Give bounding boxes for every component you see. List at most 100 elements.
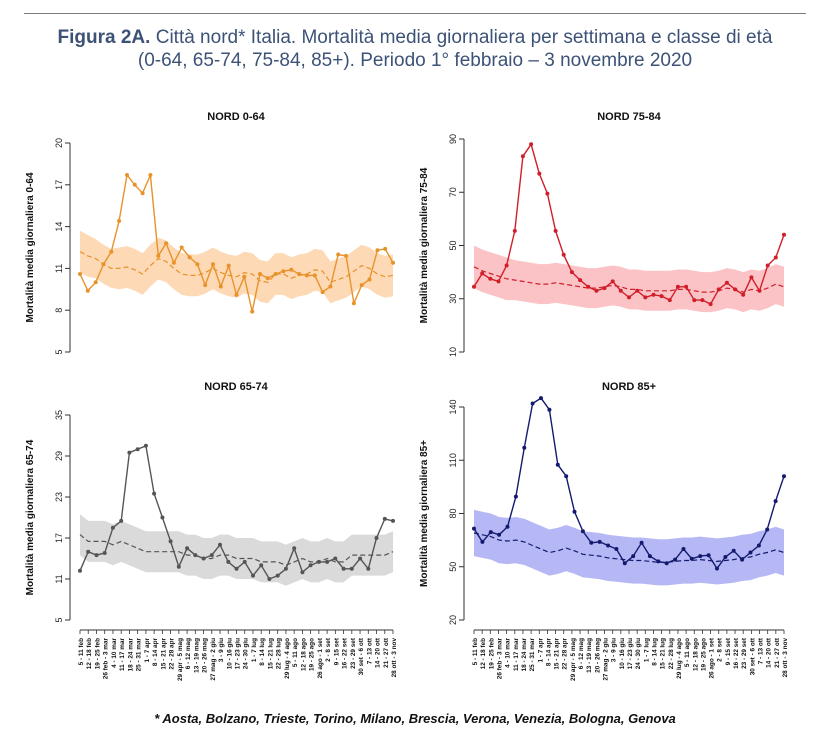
data-point: [320, 290, 325, 295]
data-point: [242, 274, 247, 279]
x-tick-label: 12 - 18 ago: [692, 638, 699, 671]
x-tick-label: 26 ago - 1 set: [709, 637, 716, 678]
data-point: [631, 554, 636, 559]
data-point: [606, 543, 611, 548]
data-point: [529, 142, 534, 147]
data-point: [586, 284, 591, 289]
data-point: [86, 549, 91, 554]
data-point: [292, 546, 297, 551]
x-tick-label: 25 - 31 mar: [529, 637, 536, 671]
chart-title: NORD 75-84: [597, 111, 661, 123]
data-point: [740, 557, 745, 562]
data-point: [93, 280, 98, 285]
data-point: [656, 559, 661, 564]
y-tick-label: 5: [54, 349, 64, 354]
x-tick-label: 29 lug - 4 ago: [284, 638, 291, 679]
data-point: [664, 561, 669, 566]
data-point: [782, 232, 786, 237]
data-point: [622, 561, 627, 566]
data-point: [250, 309, 255, 314]
data-point: [234, 292, 239, 297]
y-axis-label: Mortalità media giornaliera 75-84: [419, 167, 430, 323]
data-point: [578, 278, 583, 283]
data-point: [488, 276, 493, 281]
data-point: [553, 228, 558, 233]
data-point: [545, 191, 550, 196]
data-point: [281, 269, 286, 274]
data-point: [226, 263, 231, 268]
x-tick-label: 26 ago - 1 set: [317, 637, 324, 678]
data-point: [374, 536, 379, 540]
x-tick-label: 5 - 11 ago: [684, 638, 691, 667]
x-tick-label: 10 - 16 giu: [226, 638, 233, 669]
data-point: [193, 553, 198, 558]
x-tick-label: 22 - 28 apr: [562, 637, 569, 669]
y-tick-label: 80: [448, 508, 458, 518]
data-point: [259, 563, 264, 568]
x-tick-label: 21 - 27 ott: [383, 637, 390, 668]
data-point: [85, 288, 90, 293]
data-point: [359, 283, 364, 288]
x-tick-label: 30 set - 6 ott: [358, 637, 365, 675]
data-point: [351, 301, 356, 306]
confidence-band: [474, 245, 784, 313]
data-point: [211, 262, 215, 267]
data-point: [185, 546, 190, 551]
data-point: [765, 527, 770, 532]
data-point: [358, 556, 363, 561]
x-tick-label: 7 - 13 ott: [758, 637, 765, 664]
x-tick-label: 24 - 30 giu: [635, 638, 642, 669]
x-tick-label: 29 apr - 5 mag: [177, 638, 184, 681]
data-point: [689, 556, 694, 561]
data-point: [148, 173, 153, 177]
x-tick-label: 15 - 21 lug: [660, 638, 667, 669]
data-point: [602, 286, 607, 291]
x-tick-label: 12 - 18 feb: [86, 638, 93, 669]
data-point: [312, 273, 317, 278]
data-point: [537, 171, 542, 176]
data-point: [715, 566, 719, 571]
data-point: [127, 450, 132, 455]
data-point: [156, 253, 161, 258]
y-axis-label: Mortalità media giornaliera 0-64: [25, 172, 36, 322]
data-point: [496, 279, 501, 284]
y-tick-label: 10: [448, 347, 458, 357]
data-point: [336, 252, 341, 257]
data-point: [94, 553, 99, 558]
data-point: [597, 539, 602, 544]
x-tick-label: 20 - 26 mag: [594, 638, 601, 673]
data-point: [530, 401, 535, 406]
data-point: [316, 559, 321, 564]
data-point: [480, 271, 485, 276]
x-tick-label: 22 - 28 lug: [276, 638, 283, 669]
x-tick-label: 8 - 14 lug: [259, 638, 266, 666]
x-tick-label: 8 - 14 apr: [152, 637, 159, 666]
data-point: [513, 494, 518, 499]
x-tick-label: 18 - 24 mar: [521, 637, 528, 671]
data-point: [700, 298, 705, 303]
data-point: [539, 396, 543, 401]
x-tick-label: 25 - 31 mar: [136, 637, 143, 671]
data-point: [547, 407, 552, 412]
x-tick-label: 29 apr - 5 mag: [570, 638, 577, 681]
data-point: [684, 284, 689, 289]
data-point: [773, 499, 778, 504]
x-tick-label: 19 - 25 ago: [700, 638, 707, 671]
y-tick-label: 20: [448, 615, 458, 625]
x-tick-label: 11 - 17 mar: [119, 637, 126, 671]
data-point: [594, 288, 599, 293]
data-point: [218, 542, 222, 547]
y-tick-label: 29: [54, 451, 64, 461]
data-point: [143, 443, 148, 448]
data-point: [119, 518, 124, 523]
data-point: [300, 570, 305, 575]
data-point: [102, 551, 107, 555]
x-tick-label: 1 - 7 lug: [251, 638, 258, 662]
x-tick-label: 20 - 26 mag: [202, 638, 209, 673]
confidence-band: [80, 514, 393, 586]
data-point: [472, 284, 476, 289]
y-tick-label: 14: [54, 222, 64, 232]
data-point: [673, 557, 678, 562]
x-tick-label: 28 ott - 3 nov: [391, 638, 398, 678]
y-tick-label: 70: [448, 187, 458, 197]
